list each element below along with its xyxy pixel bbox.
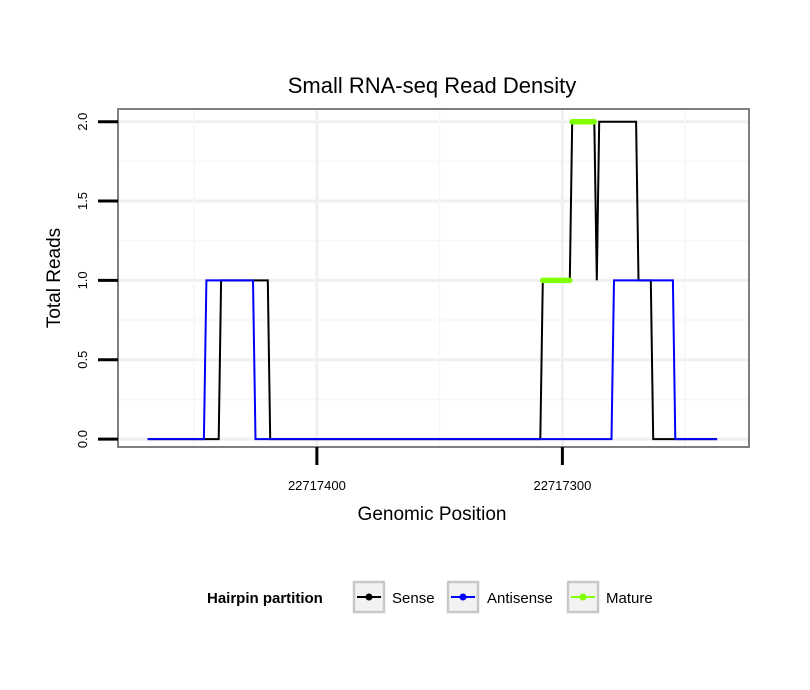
series-layer (147, 118, 718, 441)
plot-panel (117, 108, 750, 448)
legend-label-antisense: Antisense (487, 590, 553, 607)
y-axis: 0.0 0.5 1.0 1.5 2.0 (75, 113, 118, 448)
x-tick-label-0: 22717400 (288, 478, 346, 493)
legend-dot-sense (365, 593, 373, 601)
legend-label-sense: Sense (392, 590, 435, 607)
y-tick-label-1: 0.5 (75, 351, 90, 369)
legend-title: Hairpin partition (207, 590, 323, 607)
y-tick-label-3: 1.5 (75, 192, 90, 210)
legend-item-sense: Sense (352, 580, 435, 614)
series-antisense-line (147, 279, 718, 441)
legend-label-mature: Mature (606, 590, 653, 607)
legend-dot-mature (579, 593, 587, 601)
x-tick-label-1: 22717300 (533, 478, 591, 493)
legend-dot-antisense (459, 593, 467, 601)
y-tick-label-0: 0.0 (75, 430, 90, 448)
legend: Hairpin partition Sense Antisense Mature (207, 580, 653, 614)
chart-title: Small RNA-seq Read Density (288, 73, 577, 98)
x-axis-title: Genomic Position (358, 504, 507, 525)
legend-item-mature: Mature (566, 580, 653, 614)
x-axis: 22717400 22717300 (288, 447, 591, 493)
y-axis-title: Total Reads (44, 228, 65, 328)
y-tick-label-4: 2.0 (75, 113, 90, 131)
legend-item-antisense: Antisense (446, 580, 553, 614)
y-tick-label-2: 1.0 (75, 271, 90, 289)
